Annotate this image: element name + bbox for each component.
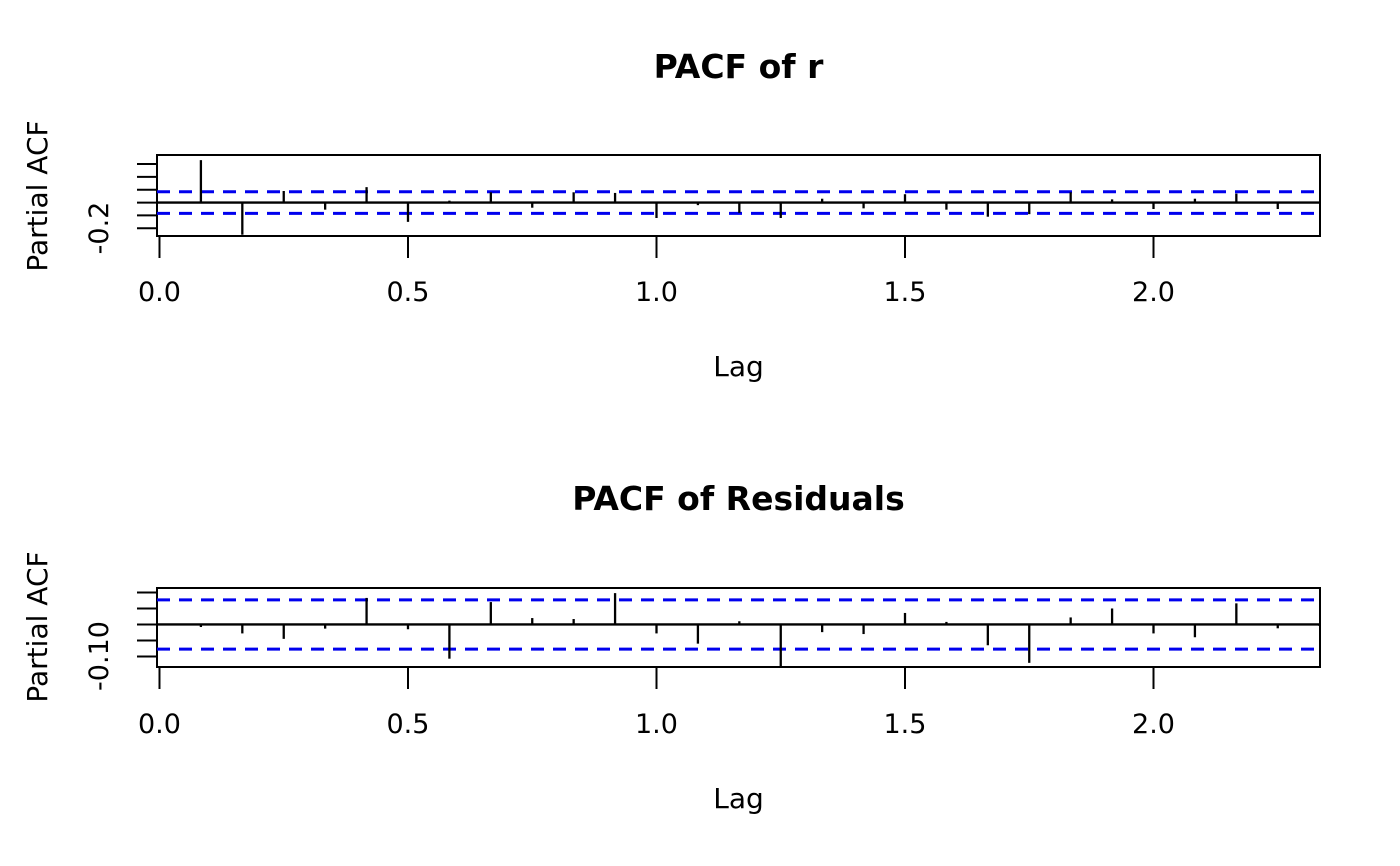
x-axis-label-bottom: Lag [713,782,764,815]
x-tick-label: 0.0 [138,709,181,740]
chart-title-pacf-r: PACF of r [653,47,824,86]
chart-title-pacf-residuals: PACF of Residuals [572,479,905,518]
x-tick-label: 0.5 [386,277,430,308]
x-tick-label: 1.5 [883,277,927,308]
x-tick-label: 1.0 [635,709,678,740]
y-tick-label-top: -0.2 [84,201,115,255]
x-tick-label: 2.0 [1132,709,1175,740]
x-tick-label: 2.0 [1132,277,1175,308]
x-tick-label: 1.0 [635,277,678,308]
x-axis-label-top: Lag [713,350,764,383]
x-tick-label: 0.0 [138,277,181,308]
x-tick-label: 0.5 [386,709,430,740]
y-axis-label-top: Partial ACF [21,120,54,272]
y-tick-label-bottom: -0.10 [84,621,115,691]
y-axis-label-bottom: Partial ACF [21,551,54,703]
plot-box [156,154,1321,237]
x-tick-label: 1.5 [883,709,927,740]
plot-box [156,587,1321,668]
